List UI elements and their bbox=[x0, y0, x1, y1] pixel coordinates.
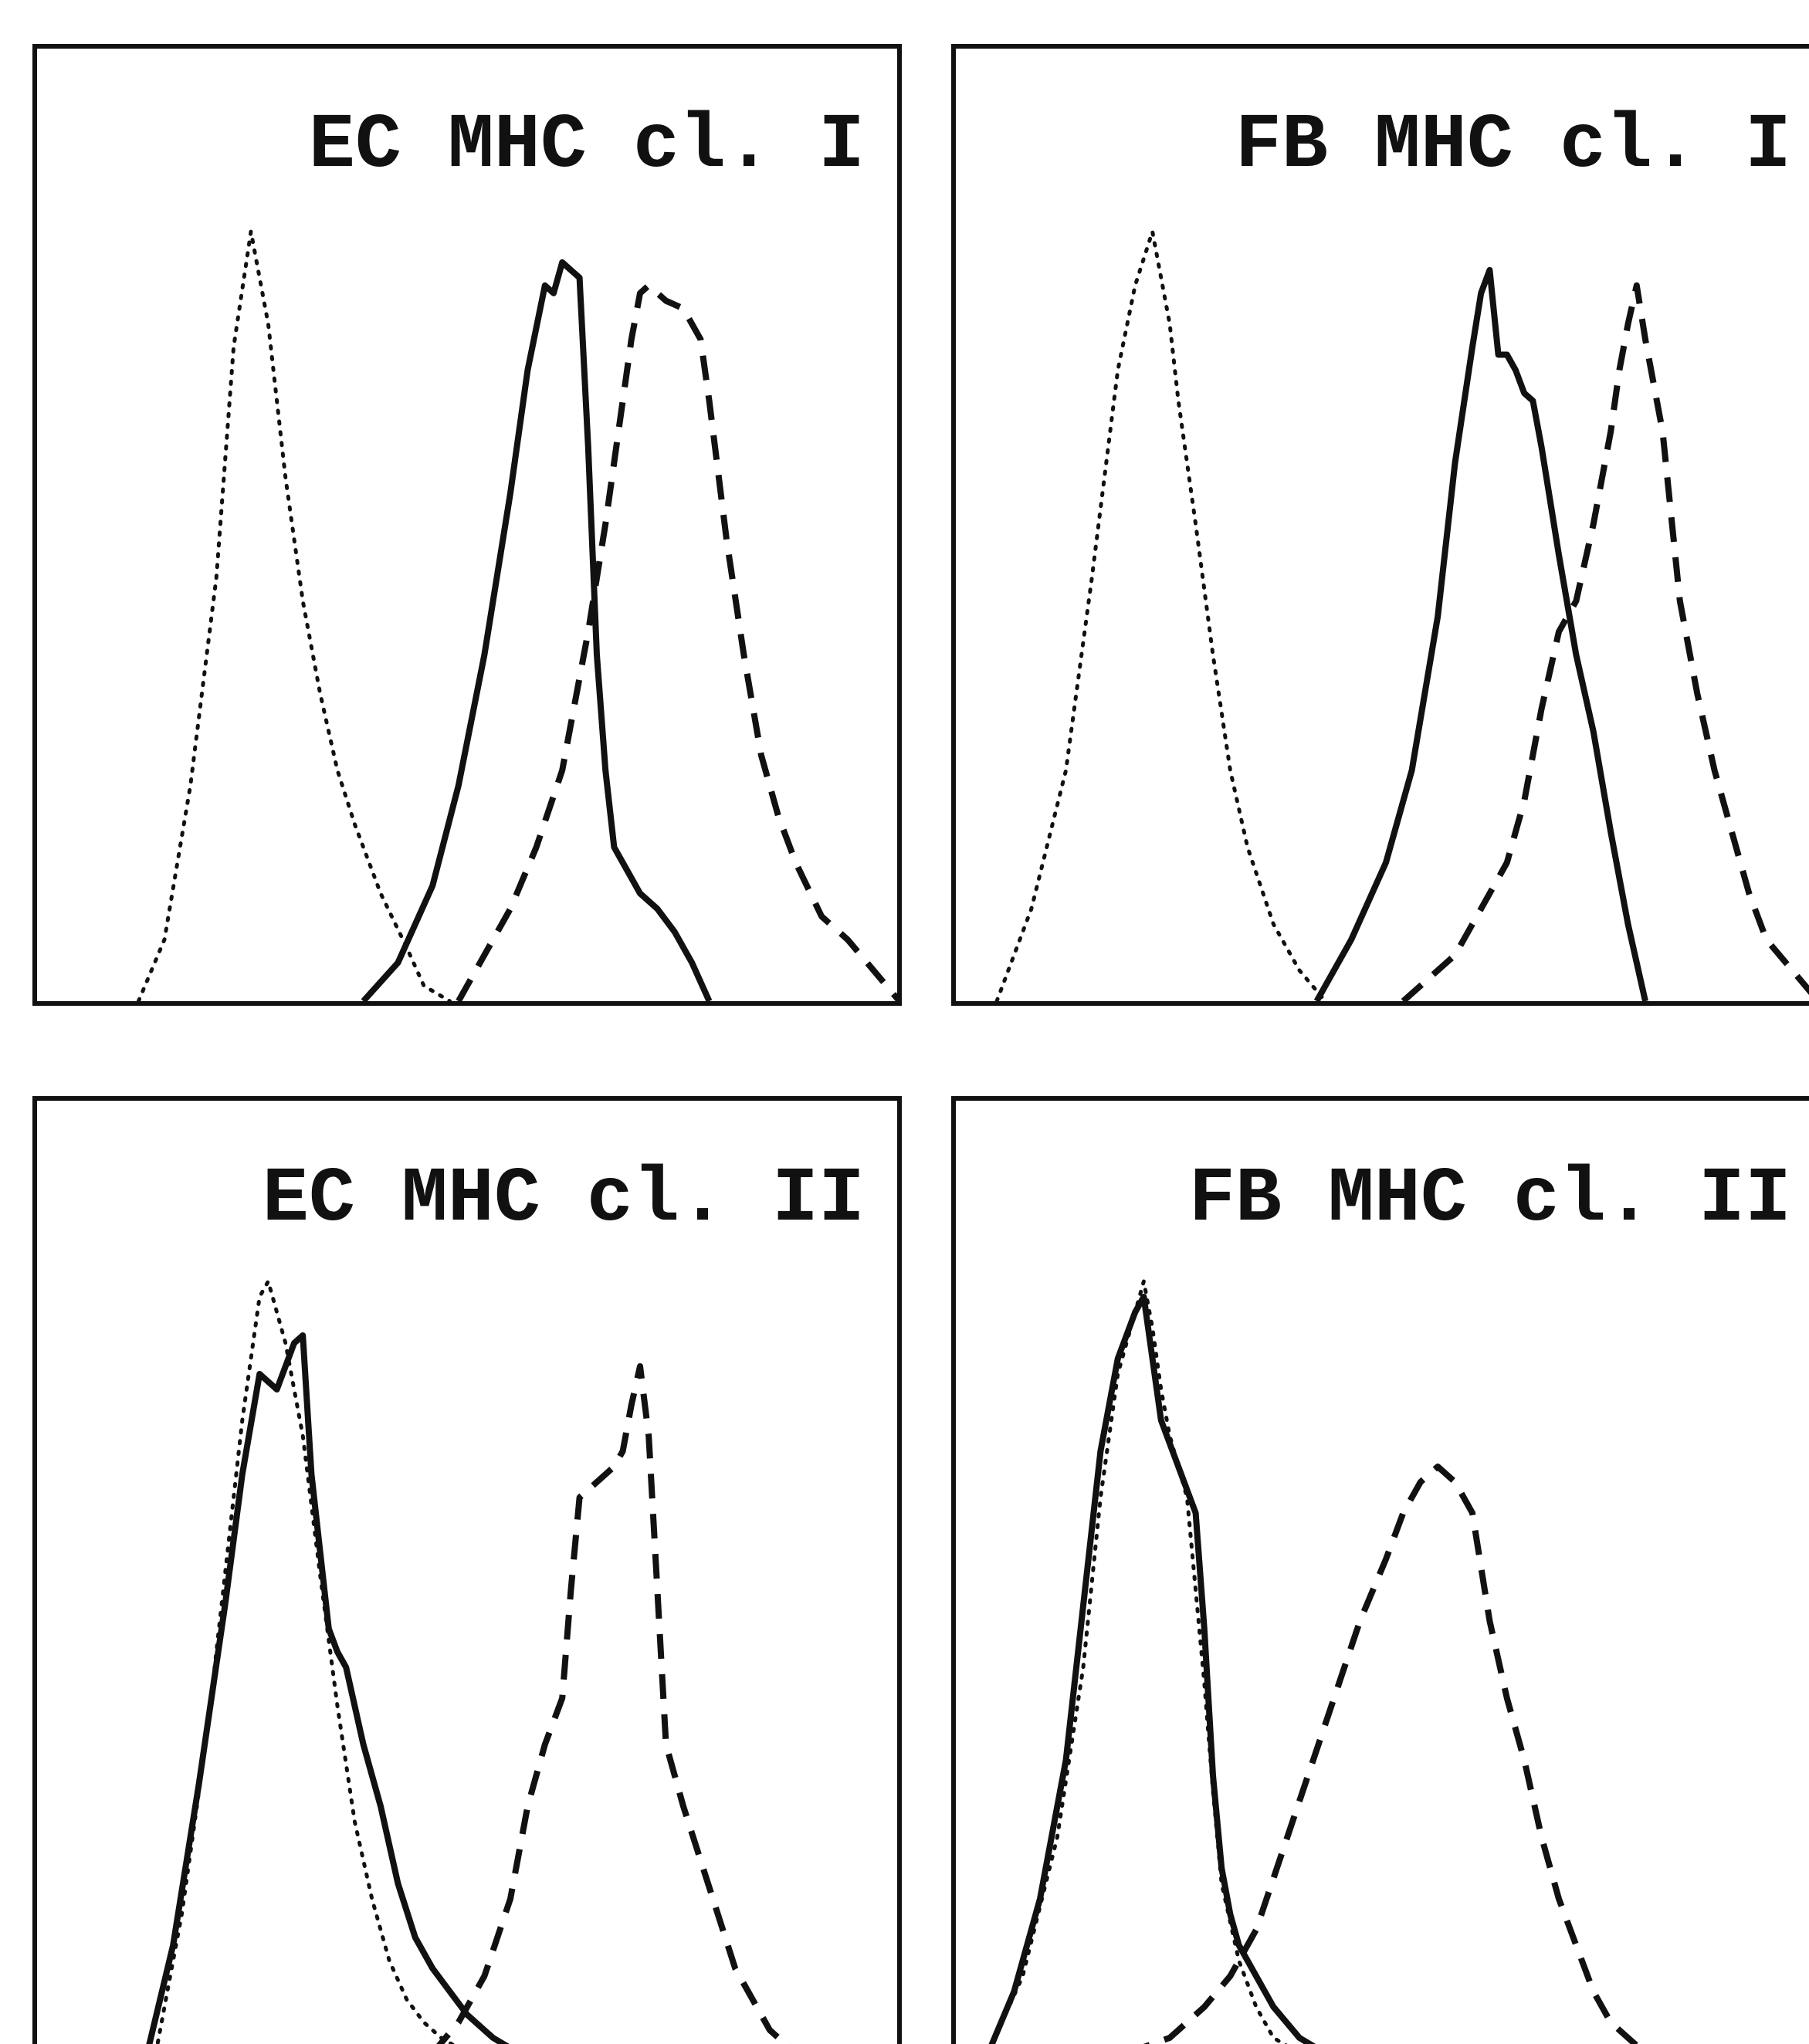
histogram-curve-dashed bbox=[1143, 1464, 1643, 2044]
histogram-curve-dotted bbox=[136, 229, 452, 1003]
histogram-curve-solid bbox=[146, 1332, 510, 2044]
panel-frame bbox=[951, 1096, 1809, 2044]
histogram-curve-dotted bbox=[994, 229, 1328, 1003]
panel-ec-mhc-class-2: EC MHC cl. II bbox=[32, 1096, 902, 2044]
panel-fb-mhc-class-1: FB MHC cl. I bbox=[951, 44, 1809, 1006]
histogram-curve-dashed bbox=[1401, 282, 1809, 1003]
panel-frame bbox=[32, 1096, 902, 2044]
curves-ec-mhc-class-1 bbox=[136, 229, 903, 1003]
panel-ec-mhc-class-1: EC MHC cl. I bbox=[32, 44, 903, 1006]
panel-title-ec-mhc-class-1: EC MHC cl. I bbox=[309, 103, 865, 190]
panel-title-ec-mhc-class-2: EC MHC cl. II bbox=[263, 1156, 865, 1244]
histogram-curve-dashed bbox=[456, 282, 903, 1003]
panel-title-fb-mhc-class-2: FB MHC cl. II bbox=[1189, 1156, 1791, 1244]
histogram-curve-dashed bbox=[436, 1363, 791, 2044]
panel-fb-mhc-class-2: FB MHC cl. II bbox=[951, 1096, 1809, 2044]
panel-frame bbox=[32, 44, 902, 1006]
curves-ec-mhc-class-2 bbox=[146, 1279, 791, 2044]
panel-title-fb-mhc-class-1: FB MHC cl. I bbox=[1235, 103, 1791, 190]
histogram-curve-solid bbox=[361, 259, 713, 1003]
curves-fb-mhc-class-2 bbox=[988, 1279, 1643, 2044]
curves-fb-mhc-class-1 bbox=[994, 229, 1809, 1003]
histogram-curve-dotted bbox=[155, 1279, 456, 2044]
panel-frame bbox=[951, 44, 1809, 1006]
histogram-curve-solid bbox=[1313, 266, 1648, 1003]
histogram-curve-solid bbox=[988, 1294, 1316, 2044]
